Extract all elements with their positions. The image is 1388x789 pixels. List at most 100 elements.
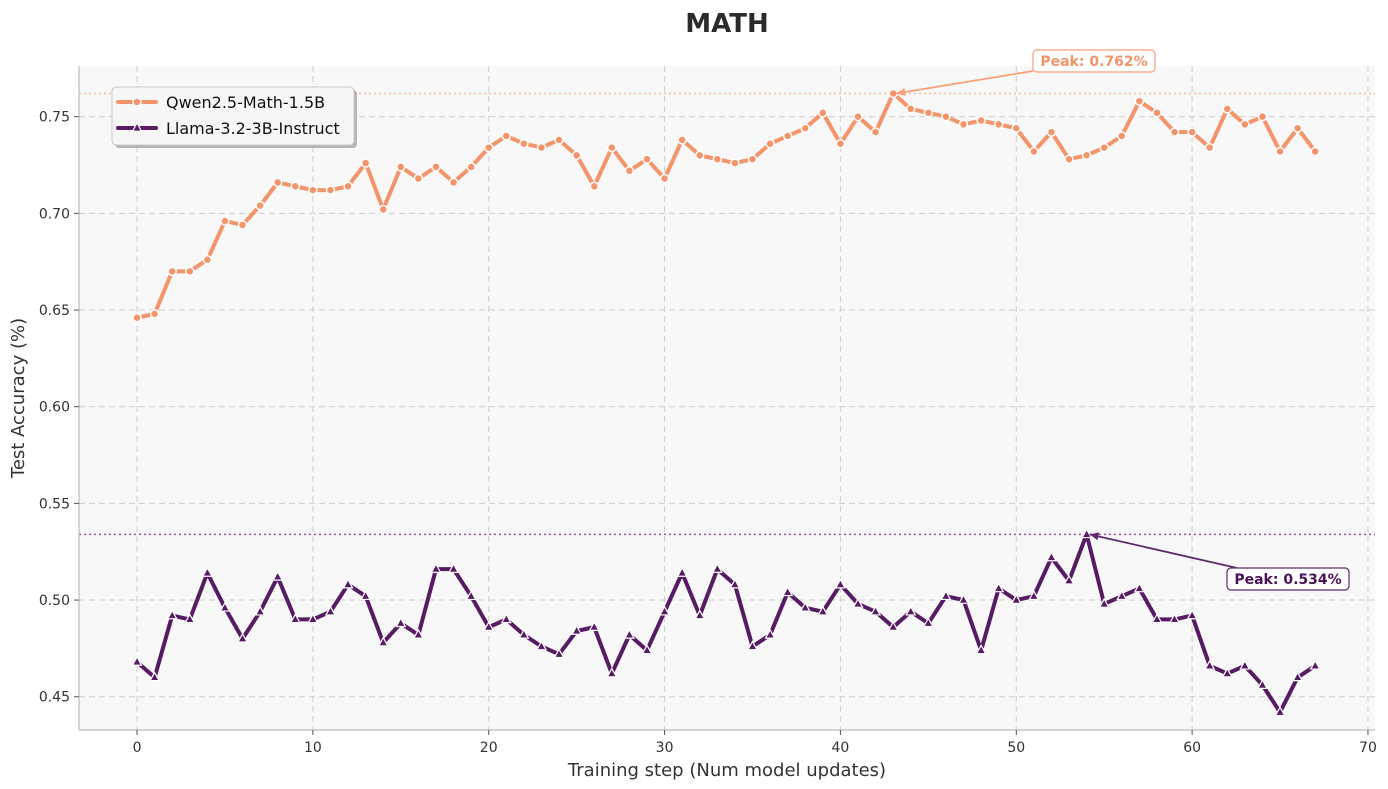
data-point [571, 150, 582, 161]
data-point [1222, 104, 1233, 114]
data-point [132, 313, 142, 323]
data-point [923, 108, 934, 118]
legend: Qwen2.5-Math-1.5B Llama-3.2-3B-Instruct [111, 86, 357, 148]
data-point [149, 309, 160, 319]
data-point [272, 570, 284, 581]
series-qwen [132, 88, 1320, 323]
x-axis-label: Training step (Num model updates) [567, 760, 886, 781]
data-point [430, 562, 442, 573]
data-point [852, 597, 864, 608]
data-point [518, 628, 530, 639]
data-point [201, 566, 213, 577]
data-point [746, 640, 759, 651]
data-point [764, 628, 776, 639]
data-point [993, 119, 1004, 130]
data-point [1169, 613, 1181, 624]
y-tick-label: 0.65 [39, 303, 70, 319]
data-point [289, 613, 301, 624]
data-point [817, 605, 829, 616]
data-point [1152, 108, 1162, 118]
data-point [395, 617, 407, 628]
data-point [800, 123, 811, 134]
peak-label-box [1032, 49, 1156, 73]
data-point [501, 131, 512, 141]
x-tick-label: 60 [1183, 740, 1201, 756]
data-point [1117, 131, 1127, 141]
data-point [607, 142, 617, 153]
legend-marker [132, 97, 142, 107]
data-point [1169, 127, 1180, 137]
data-point [237, 632, 249, 643]
data-point [448, 562, 460, 573]
plot-area [79, 66, 1375, 730]
data-point [1081, 528, 1093, 539]
data-point [342, 578, 354, 589]
data-point [975, 644, 987, 655]
data-point [958, 593, 970, 604]
data-point [641, 644, 653, 655]
data-point [676, 566, 688, 577]
data-point [307, 613, 319, 624]
data-point [1099, 142, 1109, 153]
data-point [308, 185, 318, 195]
data-point [589, 181, 599, 192]
data-point [835, 138, 846, 149]
data-point [255, 200, 265, 211]
data-point [799, 601, 811, 612]
data-point [1274, 705, 1286, 717]
data-point [1081, 150, 1092, 161]
data-point [535, 640, 547, 651]
data-point [184, 613, 196, 624]
data-point [554, 135, 564, 145]
data-point [1133, 582, 1145, 593]
x-tick-label: 20 [480, 740, 498, 756]
y-tick-label: 0.70 [39, 206, 70, 222]
data-point [519, 138, 529, 149]
data-point [131, 655, 143, 666]
data-point [782, 131, 793, 141]
data-point [1028, 589, 1040, 601]
data-point [1134, 96, 1145, 106]
data-point [413, 173, 424, 184]
data-point [343, 181, 353, 192]
data-point [1256, 678, 1268, 689]
data-point [1239, 659, 1251, 670]
data-point [1010, 593, 1022, 604]
data-point [1151, 613, 1163, 624]
data-point [378, 204, 388, 215]
data-point [730, 158, 740, 168]
data-point [958, 119, 969, 130]
data-point [1045, 551, 1057, 562]
data-point [1221, 667, 1233, 678]
data-point [536, 142, 547, 153]
data-point [623, 628, 635, 639]
data-point [1309, 659, 1321, 670]
data-point [906, 104, 916, 114]
y-axis-label: Test Accuracy (%) [8, 318, 29, 479]
data-point [888, 88, 898, 99]
data-point [853, 111, 863, 122]
data-point [1292, 671, 1304, 682]
data-point [1064, 154, 1074, 164]
data-point [571, 624, 583, 635]
data-point [500, 613, 512, 624]
x-tick-label: 50 [1007, 740, 1025, 756]
legend-label: Qwen2.5-Math-1.5B [166, 93, 325, 112]
data-point [396, 162, 406, 172]
data-point [1240, 119, 1250, 130]
peak-arrow [1089, 532, 1238, 569]
data-point [1292, 123, 1303, 134]
data-point [606, 667, 618, 678]
data-point [219, 601, 231, 612]
x-tick-label: 70 [1359, 740, 1377, 756]
data-point [325, 185, 336, 195]
data-point [220, 216, 230, 226]
chart-title: MATH [685, 9, 768, 39]
data-point [377, 636, 389, 647]
data-point [642, 154, 652, 164]
data-point [166, 609, 178, 620]
data-point [290, 181, 301, 192]
data-point [765, 138, 775, 149]
data-point [1275, 146, 1285, 157]
